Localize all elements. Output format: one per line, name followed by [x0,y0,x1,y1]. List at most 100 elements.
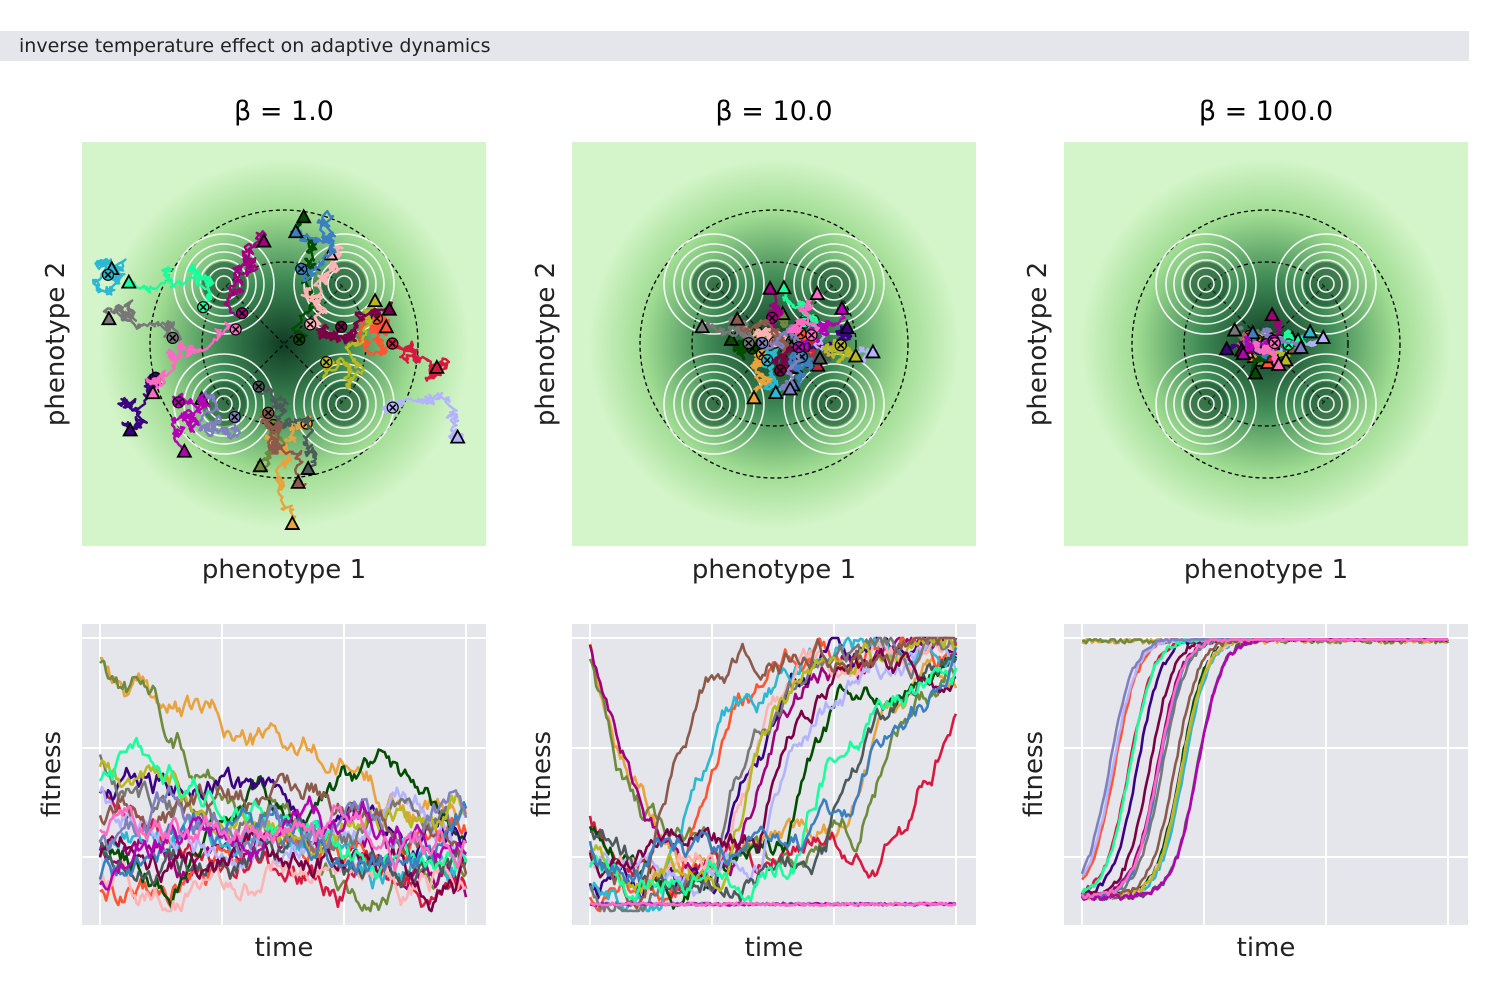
dashed-ring-outer [149,209,419,479]
x-axis-label-time: time [744,933,804,963]
panel-title-beta-100: β = 100.0 [1198,96,1334,127]
contour-line [1155,353,1257,455]
dashed-diagonal [1207,285,1325,403]
trajectory-line [170,392,211,455]
trajectory-start-marker [120,273,137,289]
trajectory-start-marker [1302,323,1319,339]
trajectory-end-marker [386,401,399,414]
trajectory-start-marker [144,384,161,400]
contour-line [1181,379,1231,429]
contour-line [663,233,765,335]
trajectory-line [295,209,337,283]
trajectory-start-marker [1218,340,1235,356]
trajectory-start-marker [839,319,856,334]
trajectory-line [381,391,464,442]
trajectory-start-marker [694,318,711,334]
contour-line [1181,259,1231,309]
trajectory-start-marker [1247,364,1264,380]
trajectory-start-marker [367,292,384,308]
trajectory-end-marker [229,323,242,336]
contour-line [311,371,377,437]
dashed-diagonal [225,285,343,403]
trajectory-start-marker [255,232,272,248]
fitness-plot-beta-1 [82,624,486,925]
figure-suptitle: inverse temperature effect on adaptive d… [0,31,1469,61]
trajectory-start-marker [1235,345,1252,361]
trajectory-end-marker [766,311,779,324]
contour-line [327,267,361,301]
phenotype-plot-beta-1 [82,142,486,546]
contour-line [1189,387,1223,421]
trajectory-start-marker [847,347,864,363]
contour-line [705,275,723,293]
trajectory-start-marker [1315,329,1332,344]
dashed-diagonal [225,285,343,403]
contour-line [293,233,395,335]
trajectory-line [125,263,215,308]
contour-line [809,379,859,429]
contour-line [1301,379,1351,429]
fitness-line [588,647,958,885]
trajectory-start-marker [378,318,395,334]
dashed-diagonal [1207,285,1325,403]
contour-line [1309,387,1343,421]
trajectory-start-marker [295,208,312,224]
y-axis-label-fitness: fitness [527,730,557,818]
fitness-line [98,828,467,913]
contour-line [801,251,867,317]
fitness-line [588,636,958,913]
trajectory-line [767,288,785,329]
trajectory-end-marker [295,262,308,276]
trajectory-start-marker [782,380,799,396]
fitness-plot-beta-10 [572,624,976,925]
dashed-ring-outer [1131,209,1401,479]
contour-line [1197,395,1215,413]
contour-line [689,259,739,309]
phenotype-plot-beta-100 [1064,142,1468,546]
x-axis-label-time: time [1236,933,1296,963]
contour-line [1275,353,1377,455]
trajectory-end-marker [236,307,249,320]
contour-line [681,251,747,317]
dashed-ring-outer [639,209,909,479]
trajectory-end-marker [756,336,769,350]
fitness-plot-beta-100 [1064,624,1468,925]
fitness-line [588,666,958,904]
contour-line [1275,233,1377,335]
contour-line [825,395,843,413]
contour-line [191,251,257,317]
x-axis-label-phenotype-1: phenotype 1 [691,555,857,585]
trajectory-start-marker [729,310,746,326]
trajectory-start-marker [723,330,740,346]
contour-line [1197,275,1215,293]
contour-line [319,379,369,429]
fitness-line [98,772,468,875]
trajectory-start-marker [300,460,317,475]
x-axis-label-phenotype-1: phenotype 1 [1183,555,1349,585]
trajectory-line [1240,335,1280,355]
contour-line [1173,251,1239,317]
contour-line [825,275,843,293]
contour-line [1317,275,1335,293]
x-axis-label-phenotype-1: phenotype 1 [201,555,367,585]
trajectory-line [822,338,856,364]
trajectory-line [102,299,183,342]
trajectory-end-marker [304,318,317,331]
contour-line [1173,371,1239,437]
trajectory-end-marker [166,331,179,344]
trajectory-end-marker [172,396,185,409]
fitness-line [588,636,957,895]
trajectory-start-marker [745,389,763,405]
fitness-line [1080,638,1448,900]
trajectory-line [198,390,242,440]
trajectory-end-marker [761,354,774,367]
trajectory-start-marker [762,279,779,295]
contour-line [697,267,731,301]
trajectory-end-marker [792,341,805,354]
trajectory-start-marker [1244,324,1261,340]
contour-line [311,251,377,317]
contour-line [1165,363,1247,445]
fitness-line [588,636,958,895]
contour-line [689,379,739,429]
contour-line [697,387,731,421]
